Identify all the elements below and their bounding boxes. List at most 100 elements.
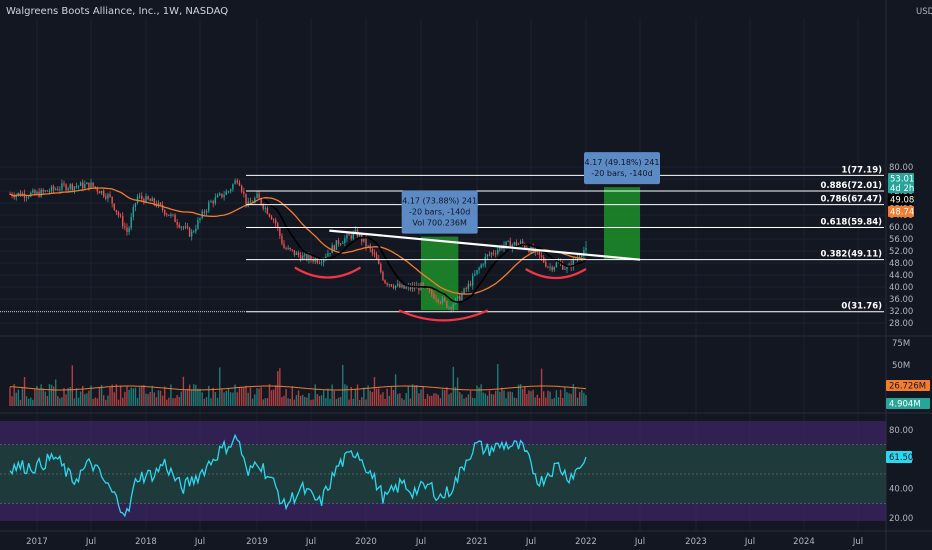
volume-bar (310, 399, 312, 406)
volume-bar (439, 398, 442, 406)
candle-body (320, 262, 323, 264)
candle-body (134, 203, 137, 208)
candle-body (469, 283, 472, 286)
volume-bar (547, 390, 549, 406)
volume-bar (454, 387, 457, 406)
volume-bar (289, 398, 291, 406)
left-shoulder-arc (294, 266, 362, 279)
candle-body (513, 242, 516, 245)
candle-body (339, 243, 342, 245)
measure-boxes: 24.17 (73.88%) 2417 -20 bars, -140d Vol 70… (397, 152, 665, 234)
volume-bar (409, 398, 412, 406)
volume-bar (84, 394, 86, 406)
volume-bar (530, 391, 532, 406)
candle-body (461, 293, 463, 301)
fib-label: 0.786(67.47) (820, 195, 882, 205)
volume-bar (350, 386, 352, 406)
volume-bar (299, 395, 302, 406)
candle-body (377, 259, 380, 264)
volume-bar (526, 393, 528, 406)
volume-bar (227, 388, 230, 406)
time-tick-label: 2023 (685, 537, 707, 547)
candle-body (238, 182, 241, 186)
volume-bar (98, 386, 101, 406)
volume-bar (476, 385, 478, 406)
time-tick-label: 2018 (135, 537, 157, 547)
volume-bar (268, 384, 271, 406)
volume-bar (318, 396, 321, 406)
candle-body (65, 184, 67, 191)
volume-bar (492, 394, 495, 406)
volume-bar (59, 398, 61, 406)
volume-bar (521, 388, 524, 406)
candle-body (452, 304, 455, 309)
price-tag-value: 49.08 (890, 196, 914, 206)
fib-label: 1(77.19) (841, 165, 882, 175)
rsi-line-path (9, 433, 587, 518)
price-tag-value: 53.01 (890, 175, 914, 185)
volume-bar (225, 390, 228, 406)
volume-bar (570, 393, 572, 406)
candle-body (245, 193, 247, 205)
candle-body (109, 194, 111, 197)
candle-body (69, 184, 71, 189)
candle-body (221, 193, 223, 198)
rsi-bands (0, 421, 886, 521)
volume-bar (149, 391, 151, 406)
volume-bar (401, 398, 403, 406)
candle-body (153, 198, 156, 204)
candle-body (100, 190, 103, 194)
candle-body (203, 211, 206, 213)
candle-body (306, 253, 308, 260)
volume-bar (130, 387, 132, 406)
candle-body (375, 254, 378, 260)
rsi-tick-label: 20.00 (889, 514, 913, 524)
candle-body (501, 246, 503, 249)
candle-body (117, 212, 120, 216)
candle-body (549, 267, 551, 268)
volume-bar (536, 394, 539, 406)
candle-body (471, 275, 474, 286)
candle-body (344, 238, 346, 244)
price-tag[interactable] (888, 206, 914, 217)
candle-body (270, 216, 273, 220)
volume-bar (166, 399, 168, 406)
volume-bar (274, 385, 277, 406)
candle-body (289, 247, 291, 250)
candle-body (327, 253, 329, 257)
volume-bar (277, 371, 279, 406)
candle-body (310, 254, 312, 260)
volume-bar (557, 397, 560, 406)
volume-bar (105, 399, 107, 406)
volume-bar (562, 397, 564, 406)
candle-body (318, 262, 321, 264)
candle-body (505, 241, 507, 246)
candle-body (486, 254, 489, 257)
candle-body (67, 188, 69, 191)
time-tick-label: 2021 (466, 537, 488, 547)
candle-body (545, 262, 547, 267)
price-tag[interactable] (888, 173, 914, 193)
candle-body (115, 209, 118, 213)
volume-bar (348, 399, 350, 406)
time-tick-label: Jul (744, 537, 755, 547)
volume-bar (369, 390, 371, 406)
chart-title: Walgreens Boots Alliance, Inc., 1W, NASD… (6, 6, 228, 17)
volume-bar (73, 398, 76, 406)
candle-body (583, 250, 585, 256)
candle-body (75, 186, 78, 187)
candle-body (94, 186, 96, 188)
price-tag[interactable] (888, 194, 914, 205)
volume-bar (386, 388, 388, 406)
candle-body (521, 241, 524, 244)
candle-body (350, 235, 352, 239)
volume-bar (450, 392, 452, 406)
volume-bar (407, 386, 410, 406)
volume-bar (153, 392, 156, 406)
sma-line (262, 198, 587, 304)
candle-body (151, 198, 153, 202)
candle-body (538, 251, 541, 256)
candle-body (465, 288, 467, 290)
candle-body (96, 187, 99, 192)
